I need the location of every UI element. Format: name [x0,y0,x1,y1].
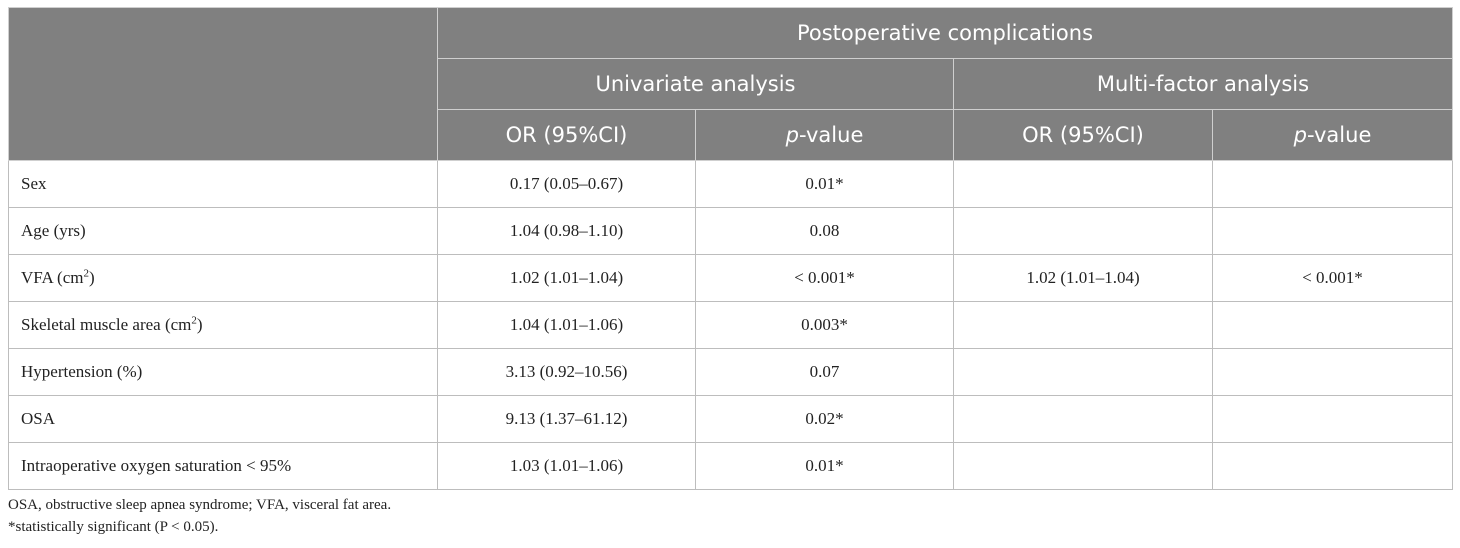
uni-p-cell: 0.02* [695,395,954,443]
row-label: Sex [8,160,438,208]
row-label-text: VFA (cm [21,268,84,287]
group-header: Postoperative complications [437,7,1453,59]
table-container: Postoperative complications Univariate a… [8,7,1453,490]
p-rest: -value [798,123,864,147]
uni-p-cell: 0.003* [695,301,954,349]
univariate-header: Univariate analysis [437,58,954,110]
multi-p-cell [1212,301,1453,349]
superscript: 2 [83,267,90,280]
uni-or-header: OR (95%CI) [437,109,696,161]
uni-or-cell: 1.02 (1.01–1.04) [437,254,696,302]
uni-or-cell: 1.04 (1.01–1.06) [437,301,696,349]
uni-p-cell: 0.01* [695,442,954,490]
table-row: OSA 9.13 (1.37–61.12) 0.02* [8,395,1453,443]
uni-p-cell: 0.08 [695,207,954,255]
footnote-significance: *statistically significant (P < 0.05). [8,519,219,535]
row-label: Hypertension (%) [8,348,438,396]
row-label-end: ) [196,315,203,334]
table-footnotes: OSA, obstructive sleep apnea syndrome; V… [8,494,391,538]
table-row: VFA (cm2) 1.02 (1.01–1.04) < 0.001* 1.02… [8,254,1453,302]
table-body: Sex 0.17 (0.05–0.67) 0.01* Age (yrs) 1.0… [8,160,1453,490]
row-label-end: ) [89,268,95,287]
uni-or-cell: 1.03 (1.01–1.06) [437,442,696,490]
multi-or-cell [953,442,1213,490]
uni-p-cell: 0.01* [695,160,954,208]
multi-p-cell [1212,395,1453,443]
table-row: Skeletal muscle area (cm2) 1.04 (1.01–1.… [8,301,1453,349]
row-label: OSA [8,395,438,443]
multi-or-header: OR (95%CI) [953,109,1213,161]
table-header: Postoperative complications Univariate a… [8,7,1453,161]
uni-p-cell: 0.07 [695,348,954,396]
row-label: Skeletal muscle area (cm2) [8,301,438,349]
multi-p-cell [1212,207,1453,255]
multi-or-cell [953,301,1213,349]
multi-p-cell [1212,442,1453,490]
uni-or-cell: 1.04 (0.98–1.10) [437,207,696,255]
table-row: Sex 0.17 (0.05–0.67) 0.01* [8,160,1453,208]
multi-p-cell [1212,348,1453,396]
footnote-abbreviations: OSA, obstructive sleep apnea syndrome; V… [8,497,392,513]
superscript: 2 [191,314,197,327]
multi-p-cell: < 0.001* [1212,254,1453,302]
multi-or-cell: 1.02 (1.01–1.04) [953,254,1213,302]
uni-p-cell: < 0.001* [695,254,954,302]
header-corner-cell [8,7,438,161]
row-label: Age (yrs) [8,207,438,255]
multi-or-cell [953,207,1213,255]
row-label: VFA (cm2) [8,254,438,302]
row-label-text: Skeletal muscle area (cm [21,315,192,334]
multi-or-cell [953,395,1213,443]
table-row: Intraoperative oxygen saturation < 95% 1… [8,442,1453,490]
multi-or-cell [953,160,1213,208]
uni-or-cell: 0.17 (0.05–0.67) [437,160,696,208]
results-table: Postoperative complications Univariate a… [8,7,1453,490]
p-italic: p [785,123,799,147]
p-italic: p [1293,123,1307,147]
uni-or-cell: 9.13 (1.37–61.12) [437,395,696,443]
table-row: Age (yrs) 1.04 (0.98–1.10) 0.08 [8,207,1453,255]
multi-or-cell [953,348,1213,396]
row-label: Intraoperative oxygen saturation < 95% [8,442,438,490]
table-row: Hypertension (%) 3.13 (0.92–10.56) 0.07 [8,348,1453,396]
uni-or-cell: 3.13 (0.92–10.56) [437,348,696,396]
multi-p-header: p-value [1212,109,1453,161]
uni-p-header: p-value [695,109,954,161]
p-rest: -value [1306,123,1372,147]
multi-p-cell [1212,160,1453,208]
multifactor-header: Multi-factor analysis [953,58,1453,110]
